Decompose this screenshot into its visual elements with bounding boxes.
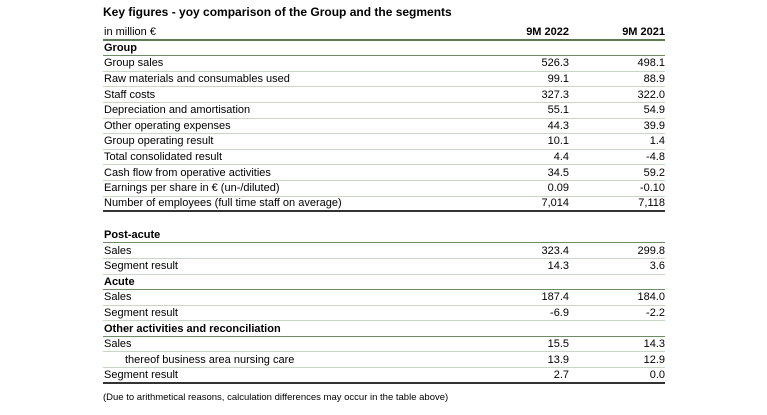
table-row: Number of employees (full time staff on … <box>103 197 665 213</box>
value-9m-2022: 4.4 <box>553 151 569 164</box>
value-9m-2022: 327.3 <box>541 88 569 101</box>
value-9m-2021: 54.9 <box>643 104 665 117</box>
row-label: Segment result <box>104 368 178 381</box>
table-row: Group sales 526.3 498.1 <box>103 56 665 72</box>
value-9m-2022: 34.5 <box>547 166 569 179</box>
section-heading-label: Group <box>104 41 137 54</box>
row-label: Group sales <box>104 57 164 70</box>
value-9m-2021: 0.0 <box>649 368 665 381</box>
table-row: Group operating result 10.1 1.4 <box>103 134 665 150</box>
table-title: Key figures - yoy comparison of the Grou… <box>103 5 452 19</box>
section-heading: Group <box>103 41 665 57</box>
value-9m-2022: 44.3 <box>547 119 569 132</box>
value-9m-2022: 14.3 <box>547 260 569 273</box>
table-row: Total consolidated result 4.4 -4.8 <box>103 150 665 166</box>
value-9m-2021: -4.8 <box>646 151 665 164</box>
value-9m-2022: 7,014 <box>541 197 569 210</box>
key-figures-table: in million € 9M 2022 9M 2021 Group Group … <box>103 25 665 384</box>
table-row: Segment result -6.9 -2.2 <box>103 306 665 322</box>
value-9m-2021: 14.3 <box>643 338 665 351</box>
value-9m-2022: 526.3 <box>541 57 569 70</box>
value-9m-2022: -6.9 <box>550 306 569 319</box>
value-9m-2022: 187.4 <box>541 291 569 304</box>
value-9m-2021: 39.9 <box>643 119 665 132</box>
table-row: Other operating expenses 44.3 39.9 <box>103 119 665 135</box>
value-9m-2021: 3.6 <box>649 260 665 273</box>
value-9m-2022: 13.9 <box>547 353 569 366</box>
row-label: Sales <box>104 291 132 304</box>
row-label: Other operating expenses <box>104 119 231 132</box>
value-9m-2021: 12.9 <box>643 353 665 366</box>
table-row: thereof business area nursing care 13.9 12… <box>103 352 665 369</box>
value-9m-2021: 59.2 <box>643 166 665 179</box>
row-label: Segment result <box>104 306 178 319</box>
row-label: Total consolidated result <box>104 151 223 164</box>
table-header: in million € 9M 2022 9M 2021 <box>103 25 665 41</box>
table-row: Staff costs 327.3 322.0 <box>103 87 665 103</box>
value-9m-2021: 88.9 <box>643 73 665 86</box>
row-label: Raw materials and consumables used <box>104 73 290 86</box>
spacer <box>103 212 665 228</box>
section-heading: Post-acute <box>103 228 665 244</box>
value-9m-2022: 323.4 <box>541 244 569 257</box>
column-header-9m-2021: 9M 2021 <box>622 25 665 38</box>
value-9m-2021: -2.2 <box>646 306 665 319</box>
value-9m-2021: 1.4 <box>649 135 665 148</box>
value-9m-2021: 184.0 <box>637 291 665 304</box>
row-label: Sales <box>104 244 132 257</box>
row-label: Staff costs <box>104 88 156 101</box>
value-9m-2022: 2.7 <box>553 368 569 381</box>
table-row: Depreciation and amortisation 55.1 54.9 <box>103 103 665 119</box>
row-label: Number of employees (full time staff on … <box>104 197 342 210</box>
table-row: Segment result 14.3 3.6 <box>103 259 665 275</box>
unit-label: in million € <box>104 25 156 38</box>
value-9m-2022: 0.09 <box>547 182 569 195</box>
value-9m-2021: 498.1 <box>637 57 665 70</box>
row-label: Cash flow from operative activities <box>104 166 271 179</box>
value-9m-2022: 55.1 <box>547 104 569 117</box>
section-heading-label: Post-acute <box>104 229 161 242</box>
table-row: Cash flow from operative activities 34.5 5… <box>103 165 665 181</box>
row-label: Earnings per share in € (un-/diluted) <box>104 182 280 195</box>
value-9m-2021: -0.10 <box>639 182 665 195</box>
table-row: Sales 187.4 184.0 <box>103 290 665 306</box>
table-row: Sales 15.5 14.3 <box>103 337 665 353</box>
row-label: Sales <box>104 338 132 351</box>
row-label: Segment result <box>104 260 178 273</box>
table-row: Raw materials and consumables used 99.1 88… <box>103 72 665 88</box>
value-9m-2022: 15.5 <box>547 338 569 351</box>
table-row: Sales 323.4 299.8 <box>103 243 665 259</box>
section-heading: Other activities and reconciliation <box>103 321 665 337</box>
value-9m-2021: 7,118 <box>638 197 665 210</box>
row-label: Depreciation and amortisation <box>104 104 251 117</box>
section-heading-label: Other activities and reconciliation <box>104 322 281 335</box>
row-label: thereof business area nursing care <box>125 353 295 366</box>
section-heading-label: Acute <box>104 275 135 288</box>
column-header-9m-2022: 9M 2022 <box>526 25 569 38</box>
value-9m-2021: 322.0 <box>637 88 665 101</box>
footnote: (Due to arithmetical reasons, calculatio… <box>103 392 449 403</box>
value-9m-2021: 299.8 <box>637 244 665 257</box>
section-heading: Acute <box>103 275 665 291</box>
table-row: Segment result 2.7 0.0 <box>103 368 665 384</box>
value-9m-2022: 99.1 <box>547 73 569 86</box>
table-row: Earnings per share in € (un-/diluted) 0.0… <box>103 181 665 197</box>
row-label: Group operating result <box>104 135 214 148</box>
value-9m-2022: 10.1 <box>547 135 569 148</box>
